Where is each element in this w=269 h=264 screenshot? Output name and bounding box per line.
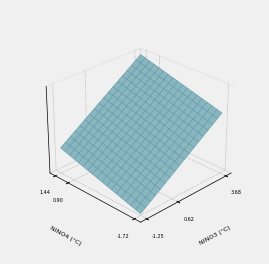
Y-axis label: NINO4 (°C): NINO4 (°C): [49, 225, 82, 246]
X-axis label: NINO3 (°C): NINO3 (°C): [199, 225, 232, 246]
